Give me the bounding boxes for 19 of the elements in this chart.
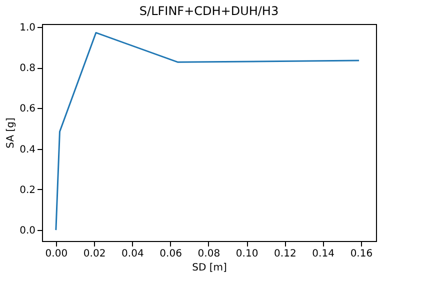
x-tick-label: 0.04 xyxy=(122,248,144,260)
x-tick-label: 0.14 xyxy=(312,248,334,260)
x-tick-label: 0.12 xyxy=(274,248,296,260)
x-tick-label: 0.06 xyxy=(160,248,182,260)
y-tick-label: 0.8 xyxy=(20,63,36,74)
x-tick-label: 0.10 xyxy=(236,248,258,260)
y-tick-label: 0.2 xyxy=(20,184,36,196)
line-series xyxy=(55,32,360,231)
y-axis-title: SA [g] xyxy=(6,118,17,148)
chart-title: S/LFINF+CDH+DUH/H3 xyxy=(139,4,279,18)
y-tick-label: 0.6 xyxy=(20,104,36,115)
x-tick-label: 0.00 xyxy=(45,248,68,260)
y-tick-label: 1.0 xyxy=(20,22,36,34)
x-tick-label: 0.08 xyxy=(198,248,220,260)
y-tick-label: 0.4 xyxy=(20,144,36,156)
x-tick-label: 0.16 xyxy=(350,248,373,260)
x-axis-title: SD [m] xyxy=(192,262,227,274)
x-tick-label: 0.02 xyxy=(83,248,106,260)
y-tick-label: 0.0 xyxy=(20,226,36,237)
